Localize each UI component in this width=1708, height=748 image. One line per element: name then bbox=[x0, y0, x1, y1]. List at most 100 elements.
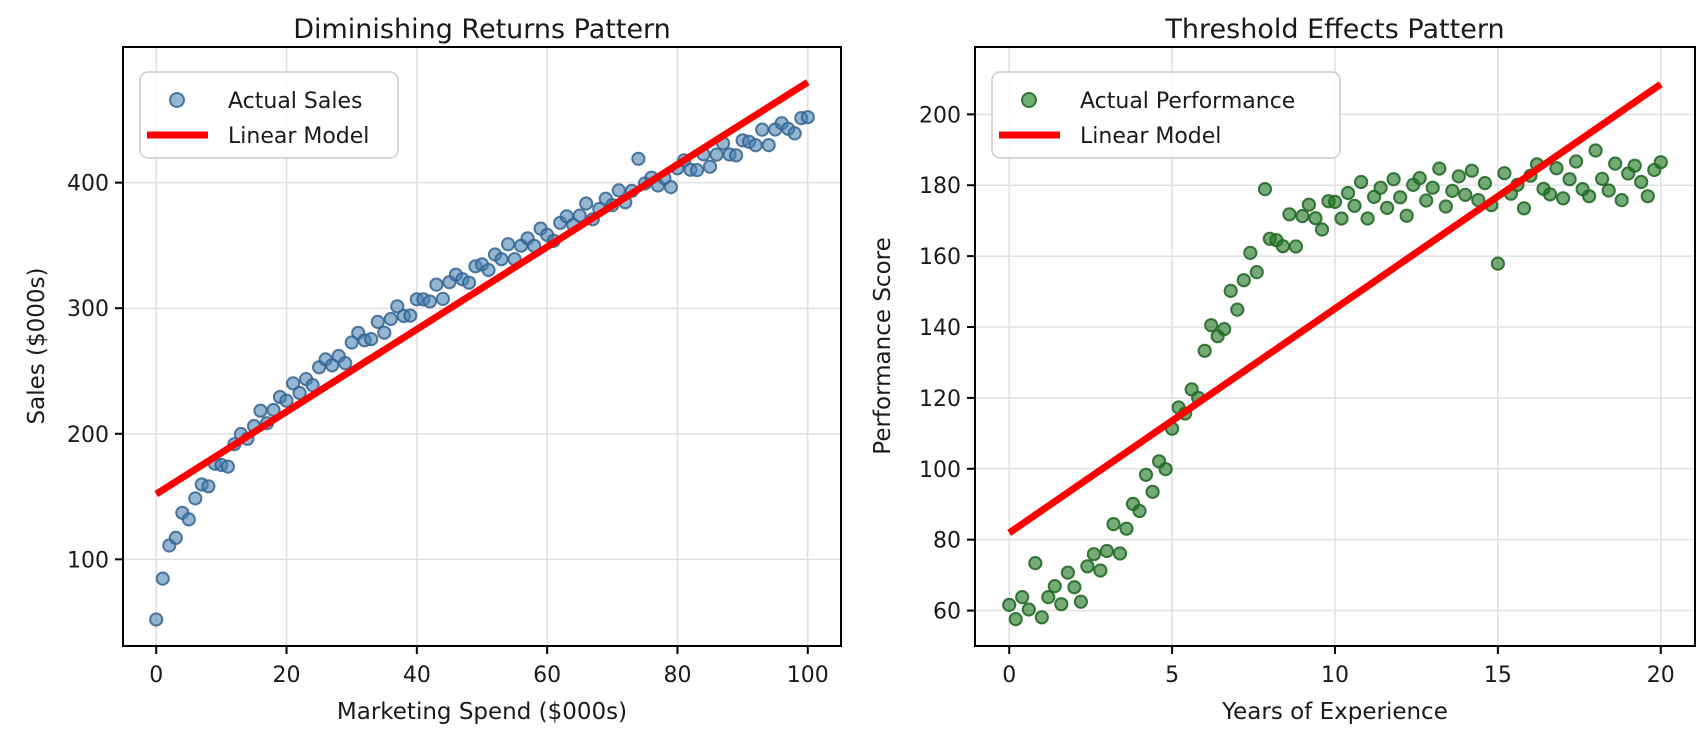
legend-box-right bbox=[991, 71, 1341, 159]
scatter-point bbox=[1399, 208, 1414, 223]
scatter-point bbox=[1034, 610, 1049, 625]
scatter-point bbox=[370, 314, 385, 329]
scatter-point bbox=[1556, 191, 1571, 206]
scatter-point bbox=[390, 299, 405, 314]
scatter-point bbox=[1653, 155, 1668, 170]
legend-right: Actual Performance Linear Model bbox=[991, 71, 1341, 159]
scatter-point bbox=[761, 138, 776, 153]
scatter-point bbox=[702, 159, 718, 174]
scatter-point bbox=[403, 308, 418, 323]
scatter-point bbox=[572, 208, 587, 223]
scatter-point bbox=[344, 335, 359, 350]
scatter-point bbox=[1347, 198, 1362, 213]
scatter-point bbox=[1308, 211, 1323, 226]
chart-title-right: Threshold Effects Pattern bbox=[1164, 14, 1504, 45]
scatter-point bbox=[1230, 302, 1245, 317]
scatter-point bbox=[1588, 143, 1603, 158]
scatter-point bbox=[800, 110, 815, 125]
scatter-point bbox=[611, 183, 626, 198]
scatter-point bbox=[1275, 239, 1291, 254]
scatter-point bbox=[155, 571, 170, 586]
scatter-point bbox=[1002, 597, 1017, 613]
scatter-point bbox=[663, 180, 679, 195]
scatter-point bbox=[1354, 174, 1369, 190]
y-tick-label: 120 bbox=[919, 387, 961, 412]
scatter-point bbox=[1542, 187, 1558, 202]
scatter-point bbox=[1497, 166, 1512, 181]
scatter-point bbox=[494, 252, 509, 267]
scatter-point bbox=[1595, 171, 1610, 186]
x-tick-label: 0 bbox=[149, 663, 163, 688]
scatter-point bbox=[435, 291, 450, 306]
model-line bbox=[154, 79, 810, 498]
scatter-point bbox=[1099, 543, 1115, 559]
scatter-point bbox=[1119, 521, 1134, 536]
y-tick-label: 160 bbox=[919, 245, 961, 270]
scatter-point bbox=[1282, 207, 1297, 222]
scatter-point bbox=[1640, 189, 1655, 204]
scatter-point bbox=[1060, 565, 1076, 580]
scatter-point bbox=[181, 512, 196, 527]
y-tick-label: 200 bbox=[919, 103, 961, 128]
scatter-point bbox=[1112, 546, 1128, 561]
legend-label-scatter-left: Actual Sales bbox=[228, 89, 362, 114]
scatter-point bbox=[1360, 211, 1375, 226]
scatter-point bbox=[1295, 209, 1310, 224]
scatter-point bbox=[1627, 158, 1642, 173]
scatter-point bbox=[1158, 462, 1173, 477]
scatter-point bbox=[201, 479, 216, 494]
scatter-point bbox=[1217, 322, 1232, 337]
x-tick-label: 20 bbox=[273, 663, 301, 688]
axes-threshold-effects: 0 5 10 15 20 60 80 100 120 140 160 180 200 Threshold… bbox=[870, 14, 1696, 725]
x-tick-label: 80 bbox=[663, 663, 691, 688]
scatter-point bbox=[1080, 559, 1095, 574]
scatter-point bbox=[292, 385, 307, 401]
scatter-point bbox=[1438, 199, 1453, 214]
scatter-point bbox=[748, 138, 763, 153]
scatter-point bbox=[1451, 169, 1466, 184]
scatter-point bbox=[1243, 245, 1258, 260]
scatter-point bbox=[1380, 200, 1395, 215]
scatter-point bbox=[1073, 594, 1089, 609]
x-tick-label: 15 bbox=[1484, 663, 1512, 688]
y-axis-label-left: Sales ($000s) bbox=[24, 268, 50, 425]
ticks-left: 0 20 40 60 80 100 100 200 300 400 bbox=[67, 172, 829, 688]
scatter-point bbox=[787, 126, 802, 141]
scatter-point bbox=[149, 612, 164, 627]
scatter-point bbox=[1138, 467, 1154, 482]
scatter-point bbox=[1445, 183, 1460, 198]
scatter-point bbox=[325, 358, 340, 373]
scatter-point bbox=[1145, 484, 1160, 499]
scatter-point bbox=[501, 237, 516, 252]
scatter-point bbox=[1015, 590, 1030, 605]
scatter-point bbox=[338, 356, 353, 371]
scatter-point bbox=[1223, 283, 1238, 298]
y-tick-label: 400 bbox=[67, 172, 109, 197]
scatter-point bbox=[1608, 156, 1623, 171]
scatter-point bbox=[1419, 193, 1434, 208]
scatter-point bbox=[631, 151, 646, 166]
x-tick-label: 20 bbox=[1647, 663, 1675, 688]
ticks-right: 0 5 10 15 20 60 80 100 120 140 160 180 200 bbox=[919, 103, 1675, 688]
scatter-point bbox=[1204, 318, 1219, 333]
axes-diminishing-returns: 0 20 40 60 80 100 100 200 300 400 Diminishing Ret… bbox=[24, 14, 842, 725]
x-axis-label-left: Marketing Spend ($000s) bbox=[337, 699, 627, 725]
scatter-point bbox=[1464, 163, 1479, 178]
scatter-point bbox=[383, 311, 398, 327]
scatter-point bbox=[729, 148, 744, 163]
scatter-point bbox=[1314, 222, 1330, 237]
scatter-point bbox=[1054, 597, 1069, 612]
scatter-point bbox=[1132, 503, 1147, 519]
scatter-point bbox=[1257, 182, 1273, 197]
scatter-point bbox=[188, 491, 203, 506]
scatter-point bbox=[1582, 189, 1597, 204]
scatter-point bbox=[1393, 190, 1408, 205]
scatter-point bbox=[429, 277, 444, 292]
legend-label-line-right: Linear Model bbox=[1080, 124, 1221, 149]
scatter-point bbox=[1106, 517, 1121, 532]
y-tick-label: 100 bbox=[67, 548, 109, 573]
y-tick-label: 200 bbox=[67, 423, 109, 448]
scatter-point bbox=[422, 294, 437, 309]
plot-data-left bbox=[149, 79, 815, 627]
